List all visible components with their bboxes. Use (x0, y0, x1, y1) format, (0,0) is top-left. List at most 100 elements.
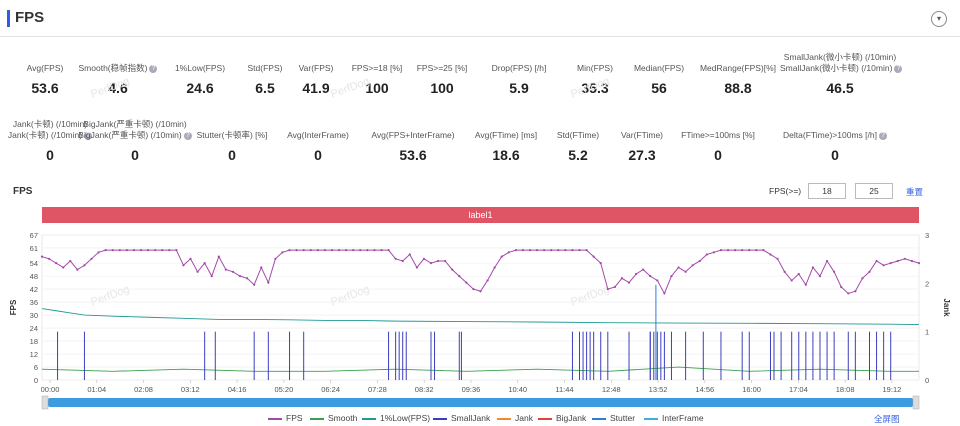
fps-point (444, 259, 447, 263)
metric-label-text: BigJank(严重卡顿) (/10min) (78, 130, 182, 140)
fps-point (394, 257, 397, 260)
help-icon[interactable]: ? (183, 131, 192, 140)
legend-label: InterFrame (662, 413, 704, 423)
legend-item-interframe[interactable]: InterFrame (644, 413, 704, 423)
fps-point (719, 249, 723, 252)
reset-button[interactable]: 重置 (906, 187, 924, 197)
metric-label: 1%Low(FPS) (140, 63, 260, 74)
fps-point (154, 249, 157, 252)
fps-point (691, 264, 694, 267)
legend-item-stutter[interactable]: Stutter (592, 413, 635, 423)
metric-value: 18.6 (492, 147, 520, 163)
fps-point (698, 259, 701, 263)
metric-ftime-100ms: FTime>=100ms [%] 0 (658, 119, 778, 163)
legend-swatch (268, 417, 282, 420)
fps-point (833, 270, 836, 273)
fps-point (47, 257, 51, 260)
metric-label: Smooth(稳帧指数)? (58, 63, 178, 74)
fps-point (776, 257, 779, 260)
fps-threshold-input-2[interactable] (855, 183, 893, 199)
fps-point (217, 255, 220, 258)
metric-label-text: 1%Low(FPS) (174, 63, 226, 73)
metric-value: 6.5 (255, 80, 275, 96)
metric-value: 5.9 (509, 80, 529, 96)
fps-point (323, 249, 327, 252)
metric-label-text: Var(FPS) (298, 63, 334, 73)
x-tick-label: 14:56 (695, 385, 714, 394)
legend-item-1-low-fps-[interactable]: 1%Low(FPS) (362, 413, 430, 423)
metric-value: 0 (314, 147, 322, 163)
fps-point (854, 290, 857, 293)
fps-point (345, 249, 348, 252)
fps-point (125, 249, 128, 252)
fps-point (224, 268, 227, 271)
legend-item-fps[interactable]: FPS (268, 413, 303, 423)
fps-point (741, 249, 744, 252)
fps-point (231, 270, 235, 273)
metric-label: FPS>=25 [%] (382, 63, 502, 74)
fps-point (649, 275, 652, 278)
metric-avg-interframe: Avg(InterFrame) 0 (258, 119, 378, 163)
fps-point (578, 249, 581, 252)
timeline-scrollbar[interactable] (48, 398, 913, 407)
legend-item-smalljank[interactable]: SmallJank (433, 413, 490, 423)
fps-point (868, 270, 871, 273)
fps-threshold-input-1[interactable] (808, 183, 846, 199)
fps-point (401, 259, 404, 263)
fps-point (726, 249, 730, 252)
metric-avg-ftime-ms: Avg(FTime) [ms] 18.6 (446, 119, 566, 163)
fps-point (373, 249, 376, 252)
fps-point (550, 249, 553, 252)
y-tick-label-left: 18 (30, 337, 38, 346)
fps-point (161, 249, 164, 252)
help-icon[interactable]: ? (894, 64, 903, 73)
fps-point (847, 292, 850, 295)
fps-point (238, 275, 242, 278)
fps-point (910, 259, 914, 263)
metric-label: FTime>=100ms [%] (658, 130, 778, 141)
y-tick-label-left: 24 (30, 324, 38, 333)
fps-point (656, 279, 659, 282)
fps-point (564, 249, 567, 252)
fps-point (521, 249, 525, 252)
legend-swatch (362, 417, 376, 420)
y-tick-label-left: 42 (30, 285, 38, 294)
fps-point (543, 249, 546, 252)
fps-point (309, 249, 312, 252)
fps-point (295, 249, 298, 252)
fps-point (146, 249, 150, 252)
help-icon[interactable]: ? (149, 64, 158, 73)
legend-item-bigjank[interactable]: BigJank (538, 413, 586, 423)
scroll-handle-left[interactable] (41, 395, 49, 410)
series-line-smooth (41, 366, 919, 372)
fps-point (642, 268, 645, 271)
help-icon[interactable]: ? (878, 131, 887, 140)
fps-point (748, 249, 751, 252)
y-tick-label-left: 48 (30, 272, 38, 281)
fullscreen-button[interactable]: 全屏图 (874, 414, 900, 424)
metric-label-text: Min(FPS) (577, 63, 613, 73)
legend-swatch (538, 417, 552, 420)
chevron-down-icon[interactable]: ▾ (931, 11, 947, 27)
fps-point (69, 259, 72, 263)
metric-value: 35.3 (581, 80, 609, 96)
fps-point (875, 259, 878, 263)
label-bar[interactable]: label1 (42, 207, 919, 223)
fps-point (917, 262, 921, 265)
fps-point (458, 275, 461, 278)
fps-point (422, 257, 426, 260)
fps-point (253, 283, 256, 286)
help-icon[interactable]: ? (84, 131, 93, 140)
metric-label-text: BigJank(严重卡顿) (/10min) (83, 119, 187, 129)
metric-var-ftime: Var(FTime) 27.3 (582, 119, 702, 163)
scroll-handle-right[interactable] (912, 395, 920, 410)
legend-item-jank[interactable]: Jank (497, 413, 533, 423)
metric-drop-fps-h: Drop(FPS) [/h] 5.9 (459, 52, 579, 96)
fps-point (62, 266, 65, 269)
y-tick-label-right: 1 (925, 328, 929, 337)
y-tick-label-left: 36 (30, 298, 38, 307)
y-tick-label-left: 61 (30, 244, 38, 253)
header-accent-bar (7, 10, 10, 27)
legend-item-smooth[interactable]: Smooth (310, 413, 357, 423)
